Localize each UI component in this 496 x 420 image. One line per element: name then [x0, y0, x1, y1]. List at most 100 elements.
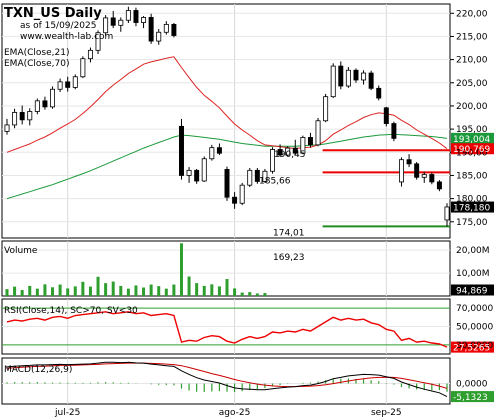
candle-body	[125, 10, 131, 21]
x-tick-label: sep-25	[371, 408, 402, 418]
candle-body	[95, 32, 101, 51]
volume-bar	[58, 284, 62, 296]
candle-body	[345, 69, 351, 87]
candle-body	[27, 111, 33, 121]
macd-pane-frame	[1, 357, 451, 405]
volume-bar	[126, 288, 130, 296]
candle-body	[315, 120, 321, 146]
candle-body	[368, 72, 374, 89]
macd-last-badge	[451, 391, 494, 403]
value-badge	[451, 143, 494, 155]
candle-body	[436, 181, 442, 190]
price-tick-label: 210,00	[456, 56, 488, 66]
volume-bar	[233, 288, 237, 296]
candle-body	[247, 169, 253, 186]
candle-body	[171, 23, 177, 36]
candle-body	[376, 87, 382, 99]
candle-body	[338, 65, 344, 87]
value-badge	[451, 201, 494, 213]
volume-bar	[179, 243, 183, 296]
price-tick-label: 180,00	[456, 195, 488, 205]
volume-bar	[104, 283, 108, 296]
candle-body	[285, 147, 291, 156]
price-tick-label: 215,00	[456, 32, 488, 42]
price-tick-label: 200,00	[456, 102, 488, 112]
volume-bar	[134, 285, 138, 296]
macd-signal-line	[6, 362, 448, 389]
volume-bar	[20, 290, 24, 296]
candle-body	[414, 163, 420, 178]
chart-title: TXN_US Daily	[4, 6, 102, 21]
candle-body	[4, 124, 10, 132]
as-of-date: as of 15/09/2025	[20, 21, 96, 31]
candle-body	[178, 125, 184, 176]
volume-bar	[149, 284, 153, 296]
price-pane-frame	[1, 3, 451, 239]
candle-body	[201, 158, 207, 182]
candle-body	[118, 19, 124, 26]
volume-bar	[195, 283, 199, 296]
volume-bar	[248, 292, 252, 296]
value-badge-label: 178,180	[453, 204, 490, 214]
rsi-tick-label: 50,0000	[456, 323, 493, 333]
value-badge-label: 193,004	[453, 135, 490, 145]
macd-last-label: -5,1323	[453, 393, 488, 403]
candle-body	[34, 100, 40, 112]
candle-body	[383, 107, 389, 124]
candle-body	[361, 72, 367, 81]
watermark-url: www.wealth-lab.com	[20, 32, 113, 42]
volume-bar	[13, 286, 17, 296]
candle-body	[239, 184, 245, 204]
candle-body	[254, 169, 260, 182]
price-tick-label: 205,00	[456, 79, 488, 89]
candle-body	[277, 149, 283, 156]
volume-bar	[96, 276, 100, 296]
candle-body	[12, 112, 18, 126]
candle-body	[141, 17, 147, 23]
x-tick-label: jul-25	[54, 408, 80, 418]
rsi-last-badge	[451, 341, 494, 353]
candle-body	[19, 112, 25, 121]
ema21-line	[6, 56, 448, 153]
candle-body	[65, 81, 71, 88]
volume-bar	[73, 286, 77, 296]
rsi-tick-label: 30,0000	[456, 341, 493, 351]
volume-bar	[28, 285, 32, 296]
ema70-line	[6, 133, 448, 200]
candle-body	[270, 149, 276, 172]
price-tick-label: 175,00	[456, 218, 488, 228]
candle-body	[80, 58, 86, 78]
price-tick-label: 220,00	[456, 9, 488, 19]
candle-body	[57, 81, 63, 90]
volume-bar	[119, 285, 123, 296]
price-tick-label: 185,00	[456, 171, 488, 181]
volume-bar	[35, 288, 39, 296]
candle-body	[163, 23, 169, 33]
candle-body	[103, 17, 109, 34]
candle-body	[216, 147, 222, 154]
volume-tick-label: 20,00M	[456, 246, 490, 256]
volume-bar	[66, 288, 70, 296]
volume-bar	[88, 286, 92, 296]
price-tick-label: 190,00	[456, 148, 488, 158]
rsi-line	[6, 311, 448, 348]
candle-body	[224, 169, 230, 198]
candle-body	[406, 159, 412, 165]
candle-body	[398, 159, 404, 183]
price-level-label: 185,66	[259, 176, 291, 186]
candle-body	[87, 49, 93, 60]
candle-body	[194, 169, 200, 182]
candle-body	[50, 88, 56, 108]
volume-bar	[263, 293, 267, 296]
candle-body	[444, 206, 450, 221]
volume-bar	[217, 286, 221, 296]
candle-body	[429, 174, 435, 183]
candle-body	[323, 96, 329, 122]
volume-bar	[111, 281, 115, 296]
volume-bar	[43, 284, 47, 296]
candle-body	[186, 169, 192, 176]
price-tick-label: 195,00	[456, 125, 488, 135]
volume-bar	[164, 288, 168, 296]
